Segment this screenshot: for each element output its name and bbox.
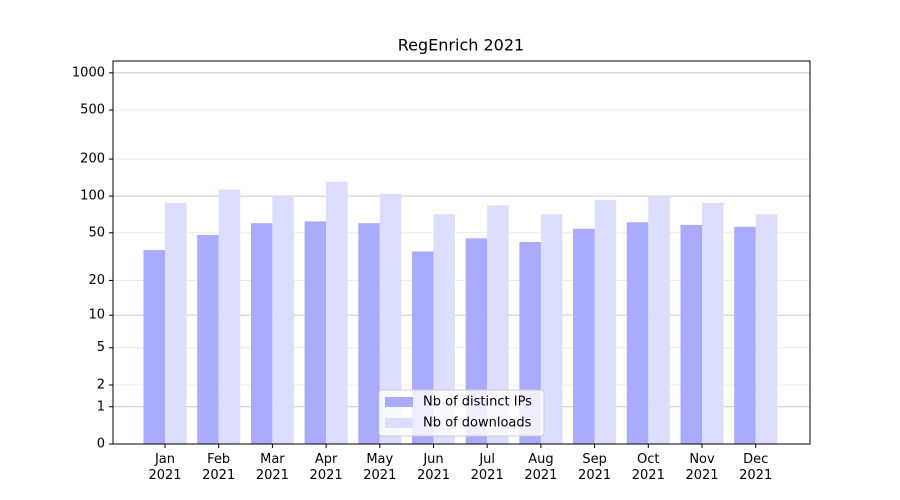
bar bbox=[755, 214, 778, 444]
plot-frame bbox=[112, 60, 811, 445]
x-tick-label: Feb 2021 bbox=[202, 452, 236, 483]
bar bbox=[594, 199, 617, 444]
bar bbox=[250, 223, 273, 444]
y-tick-label: 5 bbox=[97, 340, 105, 355]
x-tick-label: Sep 2021 bbox=[578, 452, 612, 483]
chart-title: RegEnrich 2021 bbox=[398, 36, 524, 55]
legend-label: Nb of downloads bbox=[423, 416, 532, 431]
x-tick-label: Dec 2021 bbox=[739, 452, 773, 483]
x-tick-label: Nov 2021 bbox=[685, 452, 719, 483]
bar bbox=[304, 221, 327, 444]
y-tick-label: 10 bbox=[88, 308, 105, 323]
y-tick-label: 1000 bbox=[72, 65, 105, 80]
bar bbox=[573, 228, 595, 444]
x-tick-label: Oct 2021 bbox=[631, 452, 665, 483]
y-tick-label: 50 bbox=[88, 225, 105, 240]
bar bbox=[680, 224, 702, 444]
y-tick-label: 1 bbox=[97, 399, 105, 414]
legend-swatch bbox=[385, 418, 413, 428]
bar bbox=[734, 226, 756, 444]
bar bbox=[702, 202, 724, 444]
bar bbox=[272, 196, 294, 444]
x-tick-label: Apr 2021 bbox=[309, 452, 343, 483]
legend: Nb of distinct IPs Nb of downloads bbox=[378, 389, 545, 437]
bar bbox=[358, 223, 380, 444]
x-tick-label: Aug 2021 bbox=[524, 452, 558, 483]
y-tick-label: 500 bbox=[80, 103, 105, 118]
legend-swatch bbox=[385, 397, 413, 407]
bar bbox=[626, 222, 649, 444]
bar bbox=[143, 250, 165, 444]
x-tick-label: Jul 2021 bbox=[470, 452, 504, 483]
x-tick-label: Mar 2021 bbox=[255, 452, 289, 483]
x-tick-label: Jun 2021 bbox=[416, 452, 451, 483]
bar bbox=[433, 214, 455, 444]
y-tick-label: 2 bbox=[97, 377, 105, 392]
bar bbox=[648, 196, 670, 444]
bar bbox=[487, 205, 509, 444]
bar bbox=[379, 193, 402, 444]
y-tick-label: 100 bbox=[80, 189, 105, 204]
y-tick-label: 20 bbox=[88, 273, 105, 288]
x-tick-label: Jan 2021 bbox=[148, 452, 182, 483]
bar bbox=[165, 202, 187, 444]
y-tick-label: 200 bbox=[80, 152, 105, 167]
y-tick-label: 0 bbox=[97, 437, 105, 452]
bar bbox=[197, 234, 219, 444]
bar bbox=[218, 189, 241, 444]
bar bbox=[540, 214, 563, 444]
bar bbox=[326, 181, 348, 444]
legend-box bbox=[378, 389, 545, 437]
x-tick-label: May 2021 bbox=[363, 452, 397, 483]
legend-label: Nb of distinct IPs bbox=[423, 395, 532, 410]
